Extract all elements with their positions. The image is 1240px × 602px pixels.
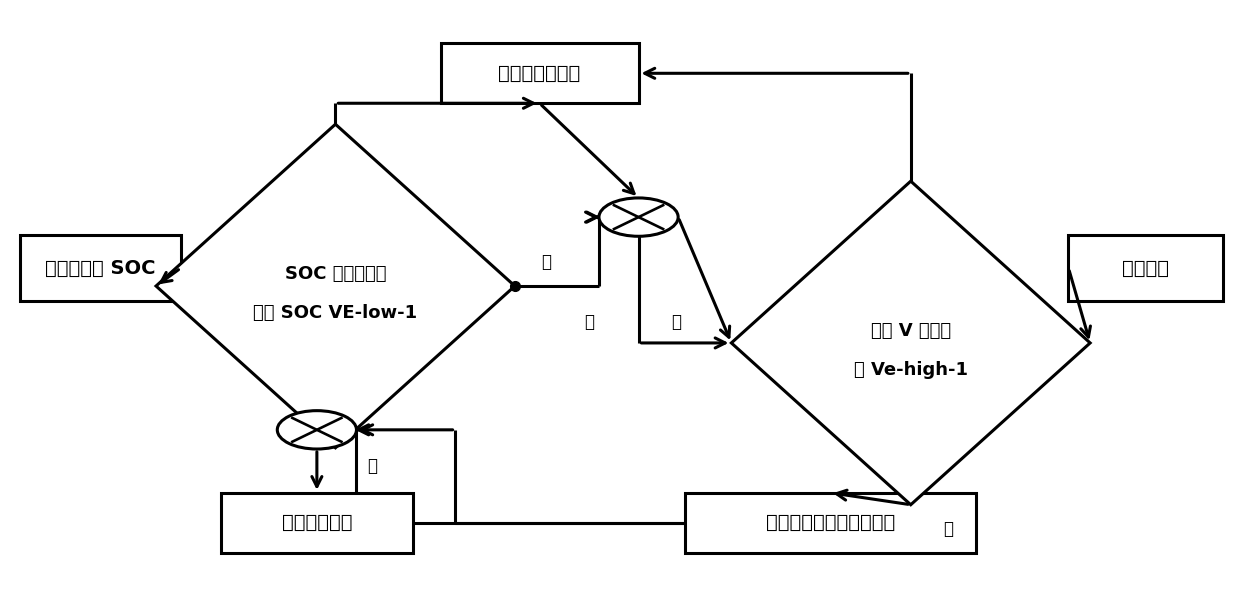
Bar (440, 43, 639, 104)
Text: 车速 V 是否大: 车速 V 是否大 (870, 322, 951, 340)
Text: 是: 是 (942, 520, 952, 538)
Bar (221, 493, 413, 553)
Text: 等于 SOC VE-low-1: 等于 SOC VE-low-1 (253, 304, 418, 322)
Text: 实际车速: 实际车速 (1122, 258, 1169, 278)
Text: SOC 是否小于或: SOC 是否小于或 (285, 265, 386, 283)
Text: 是: 是 (367, 457, 377, 475)
Text: 动力蓄电池 SOC: 动力蓄电池 SOC (45, 258, 155, 278)
Text: 纯电动行驶模式: 纯电动行驶模式 (498, 64, 580, 83)
Bar (1069, 235, 1223, 301)
Bar (20, 235, 181, 301)
Text: 于 Ve-high-1: 于 Ve-high-1 (854, 361, 967, 379)
Text: 否: 否 (541, 253, 551, 271)
Text: 否: 否 (671, 313, 681, 331)
Text: 充电行驶模式: 充电行驶模式 (281, 514, 352, 532)
Text: 发动机驱动高速行驶模式: 发动机驱动高速行驶模式 (766, 514, 895, 532)
Polygon shape (732, 181, 1090, 504)
Circle shape (278, 411, 356, 449)
Text: 否: 否 (584, 313, 594, 331)
Circle shape (599, 198, 678, 236)
Polygon shape (156, 124, 515, 448)
Bar (684, 493, 976, 553)
